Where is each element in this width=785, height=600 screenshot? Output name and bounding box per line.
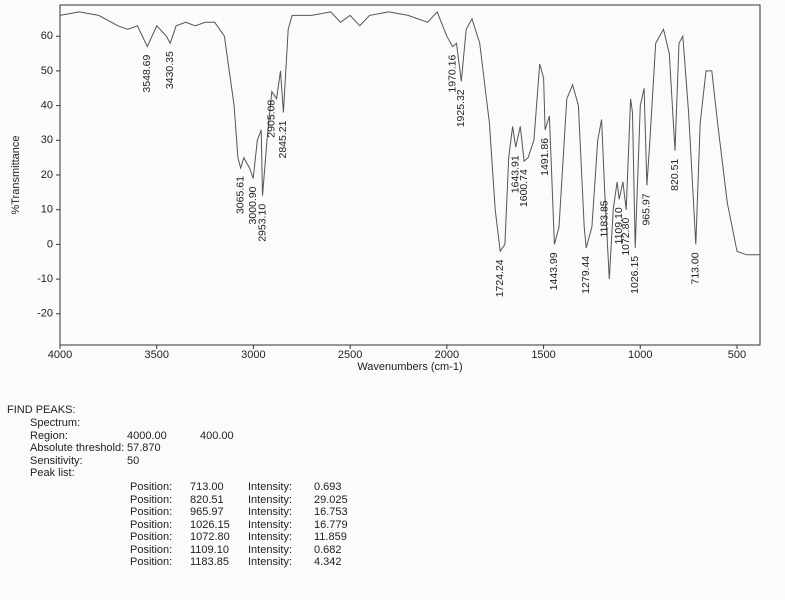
intensity-value: 16.779 — [314, 518, 348, 531]
y-tick-label: 60 — [41, 30, 53, 42]
x-tick-label: 500 — [728, 349, 746, 361]
position-label: Position: — [130, 531, 173, 543]
report-value: 4000.00 — [127, 430, 167, 442]
position-value: 1072.80 — [190, 531, 230, 543]
peak-label: 1925.32 — [455, 89, 467, 127]
peak-label: 1279.44 — [580, 256, 592, 294]
report-value: 57.870 — [127, 442, 161, 454]
report-label: Sensitivity: — [30, 455, 83, 467]
intensity-value: 29.025 — [314, 493, 348, 506]
chart: Wavenumbers (cm-1) %Transmittance 4000 35… — [10, 4, 761, 373]
peak-label: 820.51 — [669, 159, 681, 191]
intensity-value: 4.342 — [314, 556, 342, 568]
intensity-value: 0.682 — [314, 543, 342, 556]
x-tick-label: 2500 — [338, 349, 362, 361]
y-tick-label: 10 — [41, 204, 53, 216]
peak-label: 1970.16 — [446, 54, 458, 92]
spectrum-line — [59, 10, 760, 280]
peak-label: 1183.85 — [598, 200, 610, 237]
intensity-label: Intensity: — [248, 556, 293, 568]
peak-label: 3548.69 — [141, 54, 153, 92]
report-label: Absolute threshold: — [30, 442, 125, 454]
x-tick-label: 1000 — [628, 349, 652, 361]
peak-label: 2953.10 — [256, 204, 268, 242]
intensity-label: Intensity: — [248, 531, 293, 543]
peak-label: 1724.24 — [494, 259, 506, 297]
y-tick-label: 30 — [41, 134, 53, 146]
intensity-label: Intensity: — [248, 481, 293, 493]
position-label: Position: — [130, 493, 173, 506]
peak-label: 1026.15 — [629, 256, 641, 294]
report-title: FIND PEAKS: — [7, 404, 76, 416]
position-label: Position: — [130, 543, 173, 556]
y-axis-title: %Transmittance — [10, 135, 22, 214]
intensity-label: Intensity: — [248, 493, 293, 506]
position-label: Position: — [130, 506, 173, 518]
peak-label: 3065.61 — [235, 176, 247, 214]
x-axis-title: Wavenumbers (cm-1) — [357, 361, 462, 373]
y-tick-label: 20 — [41, 169, 53, 181]
report-value: 400.00 — [200, 430, 234, 442]
peak-label: 3000.90 — [247, 186, 259, 224]
position-label: Position: — [130, 518, 173, 531]
report-label: Spectrum: — [30, 417, 81, 429]
position-value: 965.97 — [190, 506, 224, 518]
report-label: Peak list: — [30, 467, 75, 479]
intensity-value: 0.693 — [314, 481, 342, 493]
peak-label: 1072.80 — [620, 218, 632, 256]
intensity-value: 11.859 — [314, 531, 347, 543]
intensity-label: Intensity: — [248, 543, 293, 556]
report-value: 50 — [127, 455, 140, 467]
peak-label: 1643.91 — [510, 155, 522, 193]
x-tick-label: 1500 — [531, 349, 555, 361]
y-tick-label: -10 — [37, 273, 53, 285]
position-value: 1026.15 — [190, 518, 230, 531]
report-label: Region: — [30, 430, 68, 442]
x-tick-label: 2000 — [435, 349, 459, 361]
x-tick-label: 3000 — [241, 349, 265, 361]
peak-label: 713.00 — [690, 252, 702, 284]
peak-label: 1491.86 — [539, 138, 551, 176]
y-tick-label: 40 — [41, 100, 53, 112]
peak-label: 965.97 — [641, 193, 653, 225]
position-value: 1109.10 — [190, 543, 229, 556]
peak-label: 2905.08 — [266, 100, 278, 138]
intensity-label: Intensity: — [248, 518, 293, 531]
peak-label: 3430.35 — [164, 51, 176, 89]
position-label: Position: — [130, 481, 173, 493]
position-value: 1183.85 — [190, 556, 229, 568]
y-tick-label: 0 — [47, 238, 53, 250]
x-tick-label: 4000 — [48, 349, 72, 361]
position-value: 713.00 — [190, 481, 224, 493]
intensity-value: 16.753 — [314, 506, 348, 518]
peak-label: 1109.10 — [613, 207, 625, 244]
y-tick-label: 50 — [41, 65, 53, 77]
peak-label: 2845.21 — [277, 120, 289, 158]
position-label: Position: — [130, 556, 173, 568]
peak-label: 1600.74 — [518, 169, 530, 207]
position-value: 820.51 — [190, 493, 224, 506]
peak-label: 1443.99 — [548, 252, 560, 290]
y-tick-label: -20 — [37, 308, 53, 320]
x-tick-label: 3500 — [144, 349, 168, 361]
intensity-label: Intensity: — [248, 506, 293, 518]
